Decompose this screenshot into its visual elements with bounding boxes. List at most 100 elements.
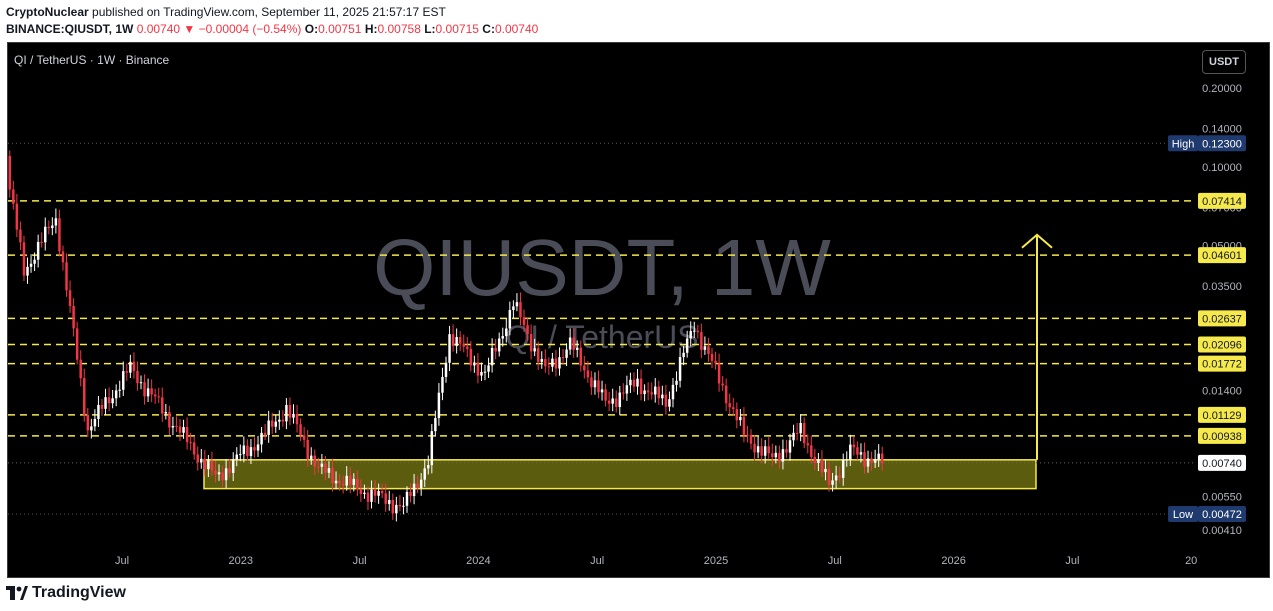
- candle-body: [423, 468, 426, 480]
- currency-button[interactable]: USDT: [1202, 50, 1246, 74]
- candle: [778, 445, 781, 469]
- candle-body: [249, 447, 253, 457]
- candle: [302, 426, 306, 448]
- price-tick-label: 0.14000: [1202, 124, 1242, 136]
- candle: [554, 349, 558, 377]
- candle: [274, 414, 278, 433]
- low-value-label: 0.00472: [1202, 509, 1242, 521]
- candle-body: [749, 434, 753, 444]
- candle: [607, 391, 611, 412]
- candle: [29, 254, 33, 273]
- candle: [675, 371, 678, 392]
- candle-body: [51, 225, 54, 229]
- candle-body: [377, 490, 380, 496]
- candle: [568, 328, 572, 355]
- price-axis[interactable]: 0.200000.140000.100000.070000.050000.035…: [1168, 83, 1246, 537]
- level-badge: [1198, 336, 1246, 353]
- candle-body: [547, 366, 551, 368]
- candle-body: [349, 475, 352, 485]
- candle: [473, 355, 476, 373]
- candle: [863, 442, 866, 474]
- candle-body: [189, 442, 192, 444]
- time-tick-label: Jul: [590, 555, 604, 567]
- candle: [856, 441, 859, 460]
- candle: [377, 483, 380, 504]
- candle-body: [785, 449, 788, 453]
- candle: [114, 384, 118, 407]
- candle-body: [490, 347, 494, 366]
- high-label: H:: [364, 22, 378, 36]
- candle: [72, 298, 75, 337]
- candle-body: [554, 358, 558, 369]
- candle-body: [359, 489, 363, 494]
- candle: [19, 221, 22, 251]
- candle-body: [356, 478, 359, 490]
- candle-body: [331, 468, 334, 484]
- level-badge-label: 0.02637: [1202, 313, 1242, 325]
- candle-body: [771, 453, 774, 458]
- author-name[interactable]: CryptoNuclear: [6, 5, 89, 19]
- candle-body: [512, 306, 515, 310]
- close-value: 0.00740: [494, 22, 539, 36]
- candle-body: [480, 371, 483, 376]
- chart-legend: QI / TetherUS · 1W · Binance: [14, 53, 169, 67]
- candle: [781, 439, 785, 470]
- candle: [373, 480, 377, 503]
- candle-body: [590, 377, 593, 388]
- candle: [586, 361, 590, 383]
- candle: [122, 361, 125, 396]
- candle: [253, 437, 256, 458]
- candle-body: [395, 504, 398, 514]
- time-tick-label: Jul: [353, 555, 367, 567]
- candle: [480, 362, 483, 381]
- candle: [15, 193, 19, 238]
- candle-body: [207, 460, 210, 470]
- candle: [363, 484, 366, 499]
- candle-body: [352, 478, 356, 485]
- candle: [182, 419, 185, 439]
- candle-body: [671, 384, 675, 400]
- candle: [685, 330, 689, 358]
- candle-body: [192, 442, 196, 455]
- candle: [732, 397, 735, 416]
- price-tick-label: 0.00550: [1202, 492, 1242, 504]
- price-tick-label: 0.03500: [1202, 281, 1242, 293]
- level-badge: [1198, 427, 1246, 444]
- candle: [242, 436, 246, 463]
- publish-line: CryptoNuclear published on TradingView.c…: [6, 5, 446, 20]
- candle-body: [139, 382, 143, 384]
- candle-body: [253, 447, 256, 451]
- candle: [643, 384, 646, 402]
- candle-body: [792, 432, 795, 441]
- candle: [529, 324, 533, 360]
- candle: [490, 338, 494, 373]
- candle: [636, 368, 639, 395]
- candle-body: [820, 459, 824, 473]
- candle: [8, 150, 12, 198]
- candle: [579, 340, 583, 372]
- candle: [668, 391, 671, 412]
- candle-body: [235, 454, 238, 460]
- candle-body: [675, 380, 678, 385]
- candle-body: [668, 399, 671, 407]
- candle: [590, 370, 593, 395]
- candle-body: [182, 426, 185, 433]
- candle-body: [685, 338, 689, 353]
- candle: [192, 436, 196, 460]
- candle: [391, 493, 395, 520]
- candle: [437, 383, 441, 426]
- candle-body: [693, 330, 696, 332]
- candle: [671, 378, 675, 408]
- candle: [838, 466, 841, 483]
- candle: [221, 465, 224, 488]
- candle-body: [391, 500, 395, 514]
- tradingview-logo[interactable]: TradingView: [6, 584, 126, 602]
- candle: [476, 353, 480, 384]
- candle-body: [114, 390, 118, 399]
- candle-body: [306, 439, 309, 460]
- time-axis[interactable]: Jul 2023 Jul 2024 Jul 2025 Jul 2026 Jul 20: [115, 555, 1197, 567]
- candle-body: [68, 290, 72, 306]
- candle-body: [880, 453, 884, 464]
- candle: [189, 432, 192, 451]
